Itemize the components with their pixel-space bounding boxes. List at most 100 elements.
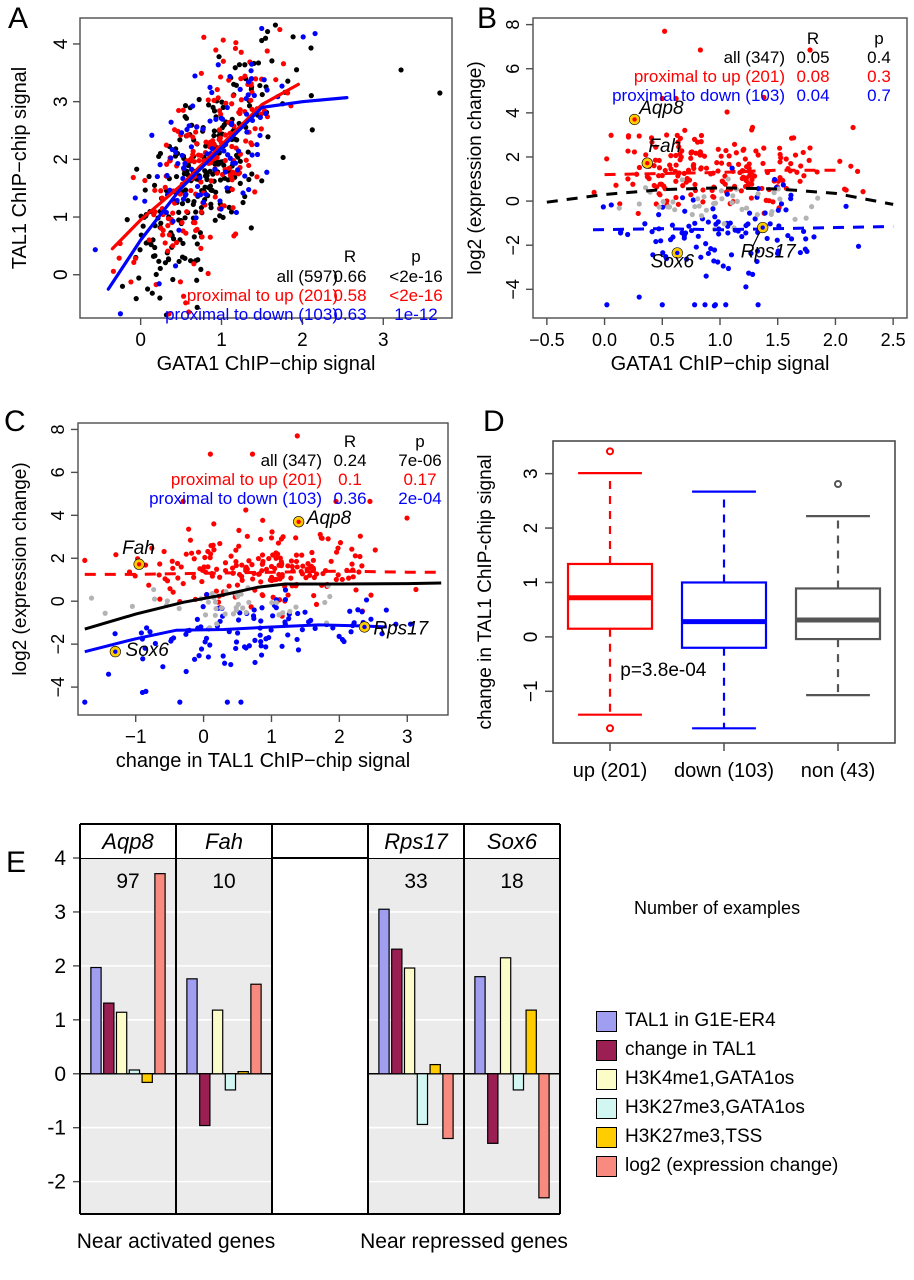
legend-item: TAL1 in G1E-ER4 xyxy=(596,1010,838,1032)
svg-text:proximal to down (103): proximal to down (103) xyxy=(612,86,785,105)
svg-text:3: 3 xyxy=(54,901,66,924)
legend-swatch-3 xyxy=(596,1097,617,1119)
svg-text:R: R xyxy=(344,247,356,266)
panel-a: A 0 1 2 3 0 1 2 3 4 GATA1 ChIP−chip signal TAL1 Ch… xyxy=(0,0,460,410)
svg-text:<2e-16: <2e-16 xyxy=(389,267,442,286)
legend-swatch-2 xyxy=(596,1068,617,1090)
svg-text:3: 3 xyxy=(521,468,542,479)
svg-text:8: 8 xyxy=(503,20,523,30)
svg-text:-2: -2 xyxy=(47,1171,66,1194)
svg-text:0.08: 0.08 xyxy=(796,67,829,86)
svg-text:Near repressed genes: Near repressed genes xyxy=(360,1230,568,1253)
svg-text:p: p xyxy=(415,432,424,451)
svg-text:0.4: 0.4 xyxy=(867,48,891,67)
svg-text:3: 3 xyxy=(378,330,389,351)
panel-c: C −1 0 1 2 3 −4 −2 0 2 4 6 8 change in TAL1 ChIP−chi… xyxy=(0,405,460,805)
svg-text:−1: −1 xyxy=(125,727,147,748)
svg-text:1: 1 xyxy=(54,1009,66,1032)
svg-text:Sox6: Sox6 xyxy=(126,640,170,661)
svg-text:0: 0 xyxy=(521,632,542,643)
svg-text:2: 2 xyxy=(48,553,68,563)
svg-text:4: 4 xyxy=(503,108,523,118)
svg-text:2: 2 xyxy=(521,523,542,534)
svg-text:Aqp8: Aqp8 xyxy=(638,98,684,119)
svg-text:proximal to up (201): proximal to up (201) xyxy=(187,286,338,305)
svg-text:GATA1 ChIP−chip signal: GATA1 ChIP−chip signal xyxy=(157,353,376,375)
svg-text:0: 0 xyxy=(48,596,68,606)
svg-text:2: 2 xyxy=(334,727,345,748)
panel-e: E 4 3 2 1 0 -1 -2 Aqp8 Fah Rps17 Sox6 97 10 33 18 Near … xyxy=(0,810,914,1280)
panel-a-plot: 0 1 2 3 0 1 2 3 4 GATA1 ChIP−chip signal TAL1 ChIP… xyxy=(9,17,453,375)
svg-text:GATA1 ChIP−chip signal: GATA1 ChIP−chip signal xyxy=(611,353,830,375)
svg-text:Near activated genes: Near activated genes xyxy=(77,1230,275,1253)
svg-text:proximal to up (201): proximal to up (201) xyxy=(171,470,322,489)
svg-text:3: 3 xyxy=(51,96,72,107)
svg-text:2.5: 2.5 xyxy=(881,330,906,350)
svg-text:0: 0 xyxy=(51,269,72,280)
svg-text:1e-12: 1e-12 xyxy=(394,305,437,324)
svg-text:−0.5: −0.5 xyxy=(529,330,565,350)
svg-text:0.1: 0.1 xyxy=(338,470,362,489)
svg-text:0.0: 0.0 xyxy=(592,330,617,350)
legend-label: change in TAL1 xyxy=(625,1039,757,1060)
svg-text:all (347): all (347) xyxy=(261,451,322,470)
svg-text:Aqp8: Aqp8 xyxy=(100,829,154,854)
svg-text:non (43): non (43) xyxy=(801,760,876,782)
panel-d-label: D xyxy=(483,405,505,438)
svg-text:0.7: 0.7 xyxy=(867,86,891,105)
svg-text:0: 0 xyxy=(198,727,209,748)
svg-text:0.63: 0.63 xyxy=(333,305,366,324)
svg-text:Rps17: Rps17 xyxy=(373,618,429,639)
legend-swatch-1 xyxy=(596,1039,617,1061)
svg-text:all (347): all (347) xyxy=(724,48,785,67)
svg-text:0: 0 xyxy=(135,330,146,351)
svg-text:−4: −4 xyxy=(48,677,68,698)
svg-text:proximal to down (103): proximal to down (103) xyxy=(165,305,338,324)
svg-text:2.0: 2.0 xyxy=(823,330,848,350)
svg-text:10: 10 xyxy=(212,870,235,893)
svg-text:3: 3 xyxy=(402,727,413,748)
svg-text:−2: −2 xyxy=(48,634,68,655)
svg-text:1.5: 1.5 xyxy=(765,330,790,350)
svg-text:<2e-16: <2e-16 xyxy=(389,286,442,305)
panel-c-label: C xyxy=(4,405,26,438)
svg-text:Fah: Fah xyxy=(122,538,155,559)
legend-label: log2 (expression change) xyxy=(625,1155,839,1176)
panel-a-label: A xyxy=(8,2,29,35)
svg-text:0.5: 0.5 xyxy=(650,330,675,350)
svg-text:0.58: 0.58 xyxy=(333,286,366,305)
panel-d: D −1 0 1 2 3 change in TAL1 ChIP-chip signal u… xyxy=(455,405,914,805)
panel-d-plot: −1 0 1 2 3 change in TAL1 ChIP-chip signal up … xyxy=(475,440,896,782)
svg-text:97: 97 xyxy=(116,870,139,893)
svg-text:Sox6: Sox6 xyxy=(651,251,695,272)
panel-b-label: B xyxy=(477,2,498,35)
legend-item: H3K27me3,TSS xyxy=(596,1126,838,1148)
svg-text:2: 2 xyxy=(54,955,66,978)
svg-text:down (103): down (103) xyxy=(674,760,774,782)
legend-item: change in TAL1 xyxy=(596,1039,838,1061)
svg-text:2: 2 xyxy=(297,330,308,351)
svg-text:1: 1 xyxy=(521,577,542,588)
legend-label: TAL1 in G1E-ER4 xyxy=(625,1010,776,1031)
panel-e-label: E xyxy=(6,846,27,879)
svg-text:0: 0 xyxy=(503,196,523,206)
svg-text:2e-04: 2e-04 xyxy=(398,489,441,508)
svg-text:Rps17: Rps17 xyxy=(384,829,448,854)
panel-e-legend-title: Number of examples xyxy=(634,898,801,918)
legend-label: H3K4me1,GATA1os xyxy=(625,1068,795,1089)
svg-text:6: 6 xyxy=(48,467,68,477)
panel-b: B −0.5 0.0 0.5 1.0 1.5 2.0 2.5 −4 −2 0 2 4 6 8 GATA1 C… xyxy=(455,0,914,410)
svg-text:4: 4 xyxy=(51,38,72,49)
svg-text:up (201): up (201) xyxy=(573,760,648,782)
svg-text:0.17: 0.17 xyxy=(403,470,436,489)
svg-text:proximal to down (103): proximal to down (103) xyxy=(149,489,322,508)
svg-text:2: 2 xyxy=(51,154,72,165)
svg-text:2: 2 xyxy=(503,152,523,162)
svg-text:Aqp8: Aqp8 xyxy=(306,508,352,529)
svg-text:change in TAL1 ChIP-chip signa: change in TAL1 ChIP-chip signal xyxy=(475,455,496,730)
svg-text:TAL1 ChIP−chip signal: TAL1 ChIP−chip signal xyxy=(9,67,31,270)
svg-text:1: 1 xyxy=(51,212,72,223)
svg-text:1.0: 1.0 xyxy=(707,330,732,350)
svg-text:8: 8 xyxy=(48,424,68,434)
